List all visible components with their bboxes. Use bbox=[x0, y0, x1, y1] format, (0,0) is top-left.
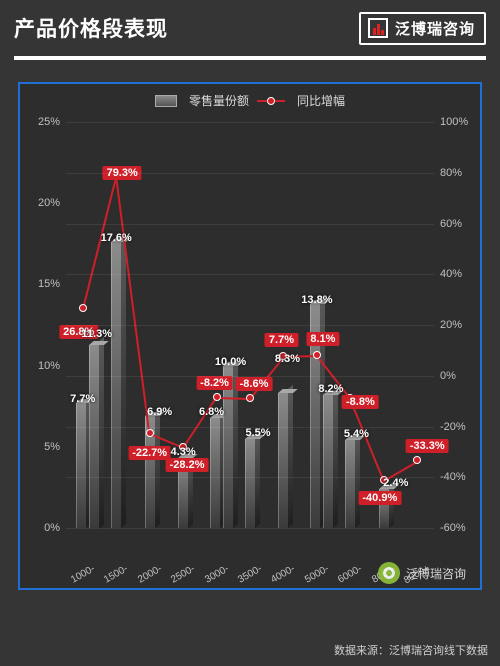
bar-value: 13.8% bbox=[301, 294, 332, 306]
brand-badge: 泛博瑞咨询 bbox=[359, 12, 486, 45]
y-right-tick: 100% bbox=[440, 116, 480, 128]
y-left-tick: 10% bbox=[20, 360, 60, 372]
bar-value: 10.0% bbox=[215, 356, 246, 368]
grid-line bbox=[66, 427, 434, 428]
chart-legend: 零售量份额 同比增幅 bbox=[20, 92, 480, 109]
x-tick: 1500- bbox=[102, 563, 130, 585]
grid-line bbox=[66, 274, 434, 275]
line-swatch-icon bbox=[257, 97, 285, 105]
y-right-tick: -20% bbox=[440, 421, 480, 433]
grid-line bbox=[66, 528, 434, 529]
x-tick: 3000- bbox=[203, 563, 231, 585]
bar-swatch-icon bbox=[155, 95, 177, 107]
grid-line bbox=[66, 173, 434, 174]
y-right-tick: 60% bbox=[440, 218, 480, 230]
legend-bar-label: 零售量份额 bbox=[189, 92, 249, 109]
x-tick: 2000- bbox=[136, 563, 164, 585]
brand-logo-icon bbox=[368, 18, 388, 38]
y-left-tick: 5% bbox=[20, 441, 60, 453]
bar-value: 7.7% bbox=[70, 393, 95, 405]
grid-line bbox=[66, 325, 434, 326]
bar-value: 2.4% bbox=[383, 477, 408, 489]
watermark: 泛博瑞咨询 bbox=[378, 562, 466, 584]
chart-container: 零售量份额 同比增幅 26.8%79.3%-22.7%-28.2%-8.2%-8… bbox=[18, 82, 482, 590]
y-right-tick: 0% bbox=[440, 370, 480, 382]
x-tick: 6000- bbox=[337, 563, 365, 585]
y-left-tick: 25% bbox=[20, 116, 60, 128]
grid-line bbox=[66, 376, 434, 377]
x-tick: 5000- bbox=[303, 563, 331, 585]
bar-value: 5.4% bbox=[344, 428, 369, 440]
watermark-text: 泛博瑞咨询 bbox=[406, 565, 466, 582]
header-divider bbox=[14, 56, 486, 60]
brand-text: 泛博瑞咨询 bbox=[395, 18, 475, 39]
bar-value: 8.3% bbox=[275, 353, 300, 365]
wechat-icon bbox=[378, 562, 400, 584]
bar-value: 8.2% bbox=[318, 383, 343, 395]
y-left-tick: 15% bbox=[20, 278, 60, 290]
y-right-tick: -40% bbox=[440, 471, 480, 483]
y-left-tick: 20% bbox=[20, 197, 60, 209]
page-title: 产品价格段表现 bbox=[14, 13, 168, 43]
footer-source: 数据来源：泛博瑞咨询线下数据 bbox=[334, 642, 488, 658]
header: 产品价格段表现 泛博瑞咨询 bbox=[0, 0, 500, 56]
grid-line bbox=[66, 477, 434, 478]
x-tick: 3500- bbox=[236, 563, 264, 585]
y-right-tick: -60% bbox=[440, 522, 480, 534]
bar-value: 6.9% bbox=[147, 406, 172, 418]
y-right-tick: 40% bbox=[440, 268, 480, 280]
x-tick: 2500- bbox=[169, 563, 197, 585]
y-right-tick: 20% bbox=[440, 319, 480, 331]
y-right-tick: 80% bbox=[440, 167, 480, 179]
y-left-tick: 0% bbox=[20, 522, 60, 534]
bar-value: 5.5% bbox=[245, 427, 270, 439]
grid-line bbox=[66, 224, 434, 225]
x-tick: 1000- bbox=[69, 563, 97, 585]
grid-line bbox=[66, 122, 434, 123]
bar-value: 11.3% bbox=[81, 328, 112, 340]
x-tick: 4000- bbox=[270, 563, 298, 585]
bar-value: 6.8% bbox=[199, 406, 224, 418]
legend-line-label: 同比增幅 bbox=[297, 92, 345, 109]
bar-value: 4.3% bbox=[171, 446, 196, 458]
bar-value: 17.6% bbox=[101, 232, 132, 244]
